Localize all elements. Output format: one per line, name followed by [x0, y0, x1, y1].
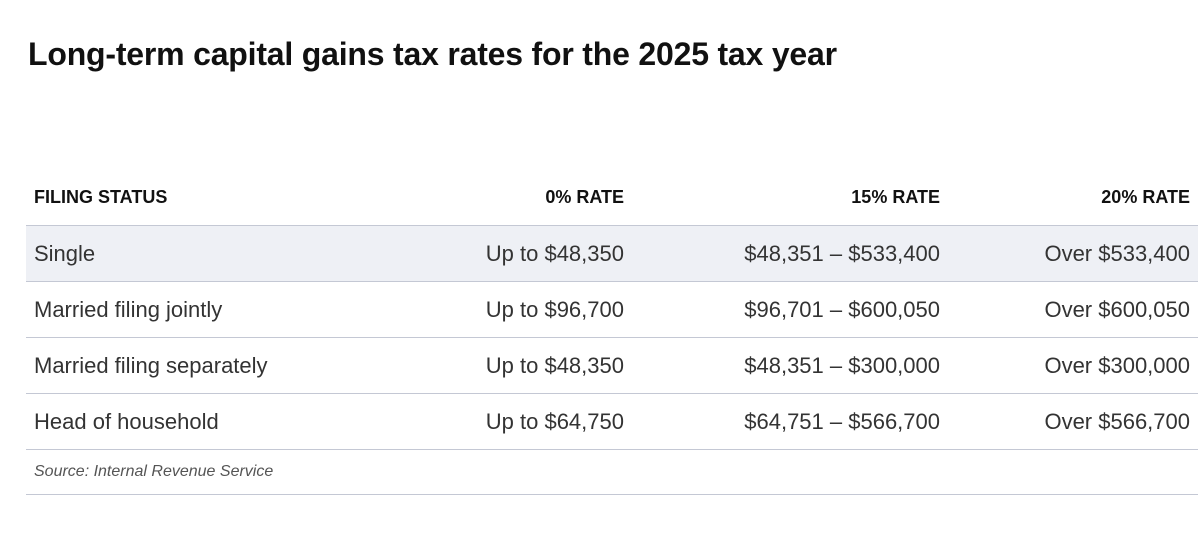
tax-rates-table-container: FILING STATUS 0% RATE 15% RATE 20% RATE … — [26, 170, 1198, 495]
table-row: Married filing separately Up to $48,350 … — [26, 337, 1198, 394]
cell-0-rate: Up to $48,350 — [366, 225, 632, 282]
cell-20-rate: Over $300,000 — [948, 337, 1198, 394]
cell-20-rate: Over $600,050 — [948, 281, 1198, 338]
cell-15-rate: $96,701 – $600,050 — [632, 281, 948, 338]
cell-filing-status: Married filing jointly — [26, 281, 366, 338]
source-row: Source: Internal Revenue Service — [26, 449, 1198, 495]
cell-filing-status: Head of household — [26, 393, 366, 450]
cell-0-rate: Up to $48,350 — [366, 337, 632, 394]
cell-20-rate: Over $533,400 — [948, 225, 1198, 282]
cell-0-rate: Up to $64,750 — [366, 393, 632, 450]
cell-filing-status: Married filing separately — [26, 337, 366, 394]
tax-rates-table: FILING STATUS 0% RATE 15% RATE 20% RATE … — [26, 170, 1198, 495]
table-row: Married filing jointly Up to $96,700 $96… — [26, 281, 1198, 338]
cell-15-rate: $64,751 – $566,700 — [632, 393, 948, 450]
cell-0-rate: Up to $96,700 — [366, 281, 632, 338]
table-row: Head of household Up to $64,750 $64,751 … — [26, 393, 1198, 450]
cell-filing-status: Single — [26, 225, 366, 282]
source-note: Source: Internal Revenue Service — [26, 449, 1198, 495]
cell-20-rate: Over $566,700 — [948, 393, 1198, 450]
table-header-row: FILING STATUS 0% RATE 15% RATE 20% RATE — [26, 170, 1198, 226]
cell-15-rate: $48,351 – $300,000 — [632, 337, 948, 394]
header-15-rate: 15% RATE — [632, 170, 948, 226]
table-row: Single Up to $48,350 $48,351 – $533,400 … — [26, 225, 1198, 282]
cell-15-rate: $48,351 – $533,400 — [632, 225, 948, 282]
page-title: Long-term capital gains tax rates for th… — [28, 36, 837, 72]
header-0-rate: 0% RATE — [366, 170, 632, 226]
header-filing-status: FILING STATUS — [26, 170, 366, 226]
header-20-rate: 20% RATE — [948, 170, 1198, 226]
